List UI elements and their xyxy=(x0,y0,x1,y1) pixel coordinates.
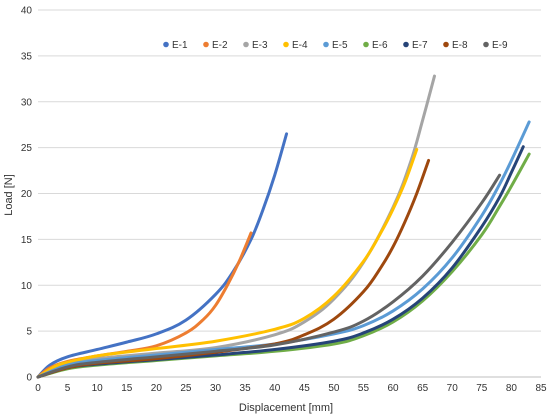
legend-label-e-8: E-8 xyxy=(452,40,468,51)
y-tick-label: 25 xyxy=(21,143,33,154)
x-tick-label: 20 xyxy=(151,383,163,394)
y-tick-label: 30 xyxy=(21,97,33,108)
legend-marker-e-4 xyxy=(283,41,289,48)
x-tick-label: 30 xyxy=(210,383,222,394)
x-tick-label: 15 xyxy=(121,383,133,394)
legend-marker-e-1 xyxy=(163,41,169,48)
y-tick-label: 35 xyxy=(21,51,33,62)
legend: E-1 E-2 E-3 E-4 E-5 E-6 E-7 E-8 E-9 xyxy=(163,40,508,51)
x-tick-label: 85 xyxy=(535,383,547,394)
x-tick-label: 75 xyxy=(476,383,488,394)
y-tick-label: 0 xyxy=(26,373,32,384)
series-line-e-1 xyxy=(36,132,289,379)
x-tick-label: 60 xyxy=(387,383,399,394)
x-tick-label: 5 xyxy=(65,383,71,394)
series-lines xyxy=(36,74,531,379)
legend-label-e-7: E-7 xyxy=(412,40,428,51)
x-tick-label: 10 xyxy=(92,383,104,394)
x-tick-label: 35 xyxy=(240,383,252,394)
y-tick-label: 10 xyxy=(21,281,33,292)
legend-marker-e-8 xyxy=(443,41,449,48)
legend-label-e-1: E-1 xyxy=(172,40,188,51)
y-axis-title: Load [N] xyxy=(3,174,15,216)
x-tick-label: 40 xyxy=(269,383,281,394)
legend-marker-e-7 xyxy=(403,41,409,48)
x-tick-label: 65 xyxy=(417,383,429,394)
series-line-e-4 xyxy=(36,147,419,379)
legend-label-e-6: E-6 xyxy=(372,40,388,51)
y-tick-label: 15 xyxy=(21,235,33,246)
y-tick-label: 40 xyxy=(21,6,33,17)
legend-marker-e-2 xyxy=(203,41,209,48)
legend-marker-e-3 xyxy=(243,41,249,48)
x-tick-label: 25 xyxy=(180,383,192,394)
legend-marker-e-6 xyxy=(363,41,369,48)
legend-label-e-9: E-9 xyxy=(492,40,508,51)
x-axis-title: Displacement [mm] xyxy=(239,402,333,414)
x-tick-label: 80 xyxy=(506,383,518,394)
x-tick-label: 0 xyxy=(35,383,41,394)
x-tick-label: 70 xyxy=(447,383,459,394)
legend-label-e-5: E-5 xyxy=(332,40,348,51)
y-tick-label: 20 xyxy=(21,189,33,200)
x-tick-label: 55 xyxy=(358,383,370,394)
series-line-e-5 xyxy=(36,120,531,379)
legend-label-e-3: E-3 xyxy=(252,40,268,51)
x-tick-label: 50 xyxy=(328,383,340,394)
x-tick-label: 45 xyxy=(299,383,311,394)
legend-marker-e-9 xyxy=(483,41,489,48)
series-line-e-9 xyxy=(36,173,502,379)
legend-label-e-4: E-4 xyxy=(292,40,308,51)
legend-label-e-2: E-2 xyxy=(212,40,228,51)
legend-marker-e-5 xyxy=(323,41,329,48)
y-tick-label: 5 xyxy=(26,327,32,338)
gridlines xyxy=(38,9,541,378)
axes: 0 5 10 15 20 25 30 35 40 0 5 10 15 20 25 30 35 40 45 50 55 60… xyxy=(21,6,547,395)
